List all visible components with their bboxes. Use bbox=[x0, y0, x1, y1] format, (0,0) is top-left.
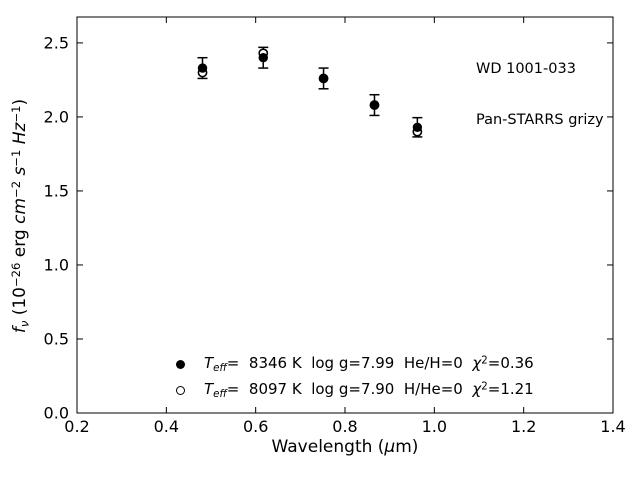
x-tick-label: 0.8 bbox=[332, 417, 357, 436]
data-point-filled bbox=[369, 100, 380, 110]
data-point-filled bbox=[412, 122, 423, 132]
x-tick-label: 1.4 bbox=[600, 417, 625, 436]
y-tick-label: 1.5 bbox=[44, 181, 69, 200]
y-tick-label: 1.0 bbox=[44, 255, 69, 274]
x-tick-label: 0.6 bbox=[243, 417, 268, 436]
y-axis-label: fν (10−26 erg cm−2 s−1 Hz−1) bbox=[9, 98, 32, 334]
chi-symbol: χ bbox=[472, 380, 482, 399]
survey-name: Pan-STARRS grizy bbox=[476, 112, 604, 128]
x-tick-label: 1.2 bbox=[511, 417, 536, 436]
target-name: WD 1001-033 bbox=[476, 61, 576, 77]
legend-label-model2: Teff= 8097 K log g=7.90 H/He=0 χ2=1.21 bbox=[204, 380, 534, 400]
chi-symbol: χ bbox=[472, 354, 482, 373]
legend-label-model1: Teff= 8346 K log g=7.99 He/H=0 χ2=0.36 bbox=[204, 354, 534, 374]
mu-symbol: μ bbox=[384, 437, 396, 457]
x-tick-label: 0.2 bbox=[64, 417, 89, 436]
x-axis-label: Wavelength (μm) bbox=[271, 437, 419, 457]
filled-circle-marker-icon bbox=[176, 359, 185, 369]
y-tick-label: 2.0 bbox=[44, 107, 69, 126]
y-tick-label: 0.5 bbox=[44, 329, 69, 348]
open-circle-marker-icon bbox=[176, 385, 185, 395]
ylabel-nu: ν bbox=[17, 320, 32, 328]
y-tick-label: 0.0 bbox=[44, 404, 69, 423]
data-point-filled bbox=[197, 63, 208, 73]
y-tick-label: 2.5 bbox=[44, 33, 69, 52]
data-point-filled bbox=[258, 53, 268, 63]
legend-row-model2: Teff= 8097 K log g=7.90 H/He=0 χ2=1.21 bbox=[176, 377, 534, 403]
target-annotation: WD 1001-033 Pan-STARRS grizy bbox=[476, 27, 604, 163]
ylabel-f: f bbox=[10, 327, 31, 334]
legend-row-model1: Teff= 8346 K log g=7.99 He/H=0 χ2=0.36 bbox=[176, 351, 534, 377]
legend: Teff= 8346 K log g=7.99 He/H=0 χ2=0.36 T… bbox=[176, 351, 534, 403]
x-tick-label: 0.4 bbox=[154, 417, 179, 436]
data-point-filled bbox=[318, 73, 329, 84]
x-tick-label: 1.0 bbox=[422, 417, 447, 436]
